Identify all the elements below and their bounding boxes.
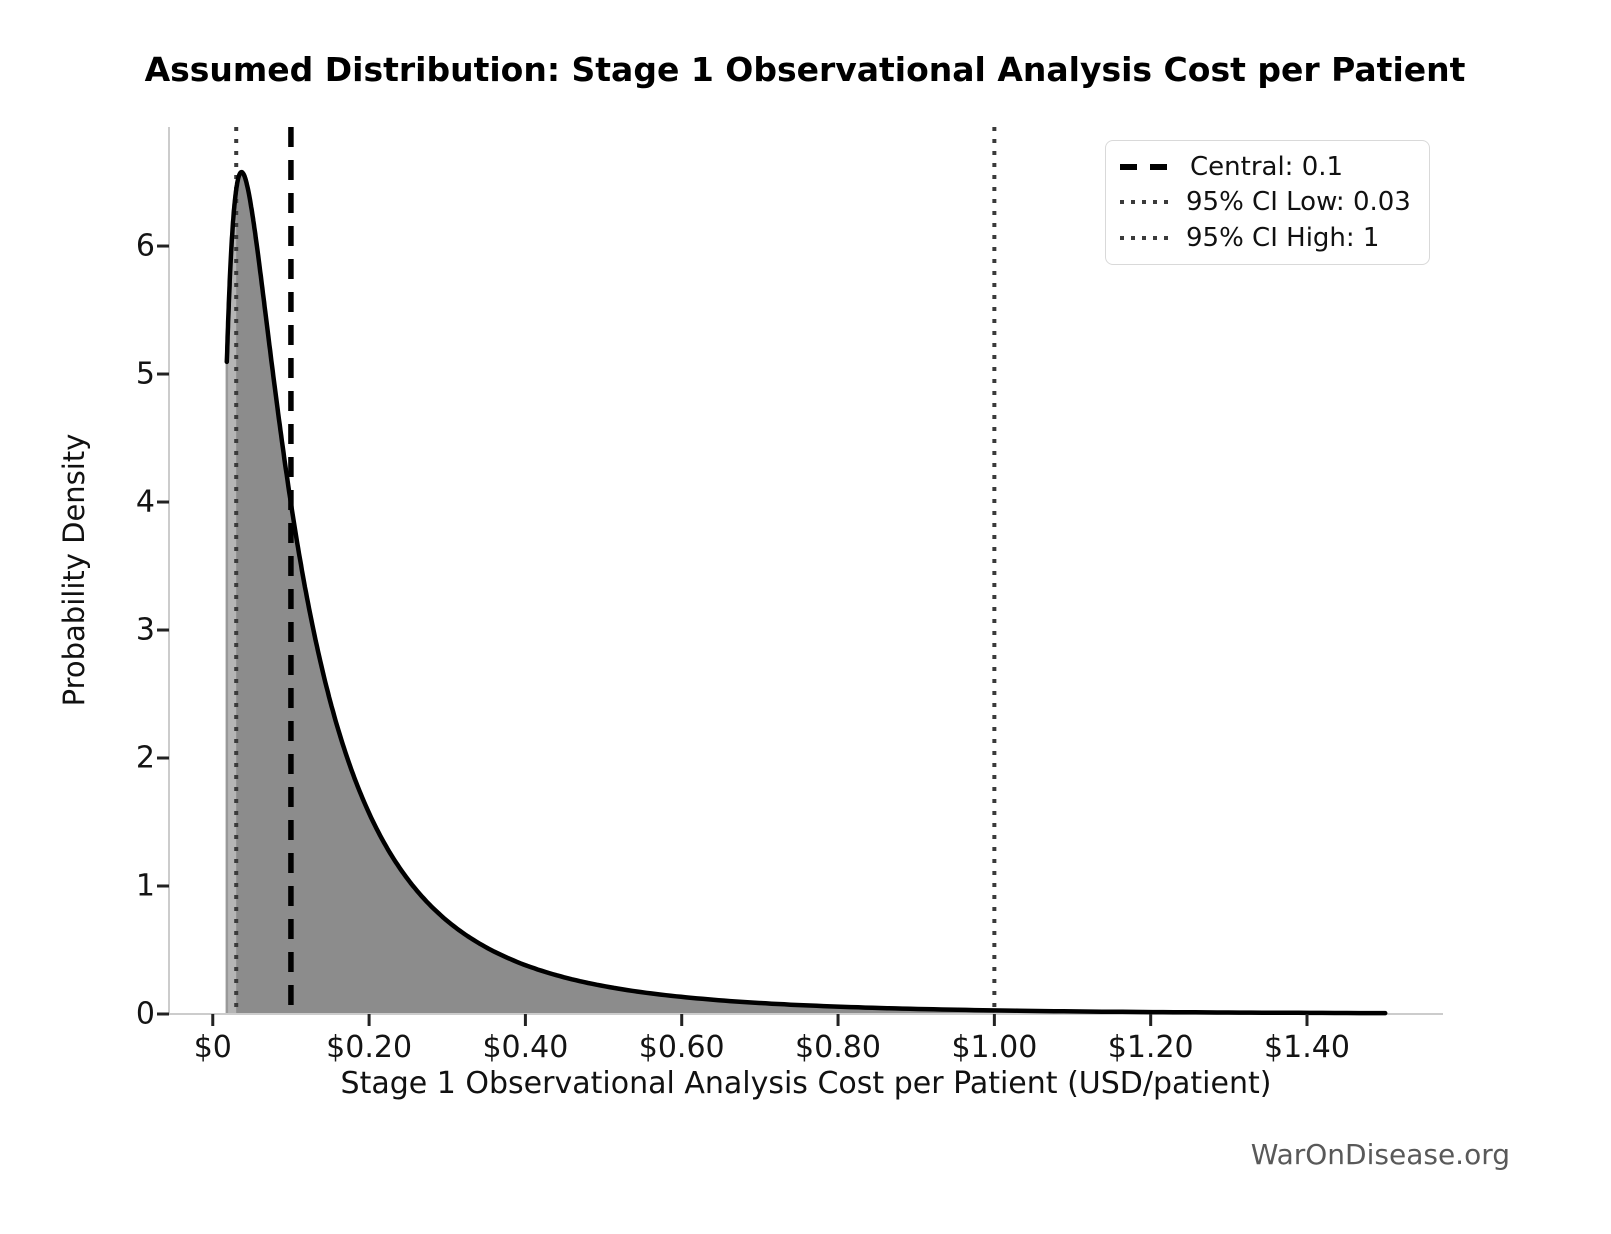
dotted-line-sample [1120, 200, 1168, 205]
x-tick-label: $0 [193, 1030, 232, 1065]
y-tick-label: 5 [135, 356, 155, 392]
legend-row-ci-low: 95% CI Low: 0.03 [1120, 187, 1415, 217]
dashed-line-sample [1120, 163, 1172, 170]
x-tick-label: $0.80 [795, 1030, 881, 1065]
legend: Central: 0.1 95% CI Low: 0.03 95% CI Hig… [1105, 140, 1430, 265]
y-tick-label: 0 [135, 996, 155, 1032]
ci-region-fill [236, 172, 995, 1015]
y-tick-label: 3 [135, 612, 155, 648]
x-tick-label: $1.20 [1107, 1030, 1194, 1065]
legend-label-ci-low: 95% CI Low: 0.03 [1186, 187, 1411, 218]
chart-title: Assumed Distribution: Stage 1 Observatio… [144, 50, 1466, 89]
y-tick-label: 1 [135, 868, 155, 904]
legend-label-ci-high: 95% CI High: 1 [1186, 223, 1380, 254]
watermark: WarOnDisease.org [1250, 1138, 1510, 1171]
legend-label-central: Central: 0.1 [1190, 151, 1344, 182]
dotted-line-sample [1120, 236, 1168, 241]
y-tick-label: 6 [135, 228, 155, 264]
legend-row-central: Central: 0.1 [1120, 152, 1415, 182]
x-tick-label: $1.00 [951, 1030, 1038, 1065]
x-tick-label: $1.40 [1264, 1030, 1350, 1065]
legend-row-ci-high: 95% CI High: 1 [1120, 223, 1415, 253]
density-curve [224, 169, 1388, 1016]
x-tick-label: $0.60 [638, 1030, 725, 1065]
x-tick-label: $0.40 [482, 1030, 569, 1065]
y-tick-label: 4 [135, 484, 155, 520]
x-tick-label: $0.20 [326, 1030, 413, 1065]
x-axis-label: Stage 1 Observational Analysis Cost per … [340, 1066, 1272, 1101]
y-tick-label: 2 [135, 740, 155, 776]
